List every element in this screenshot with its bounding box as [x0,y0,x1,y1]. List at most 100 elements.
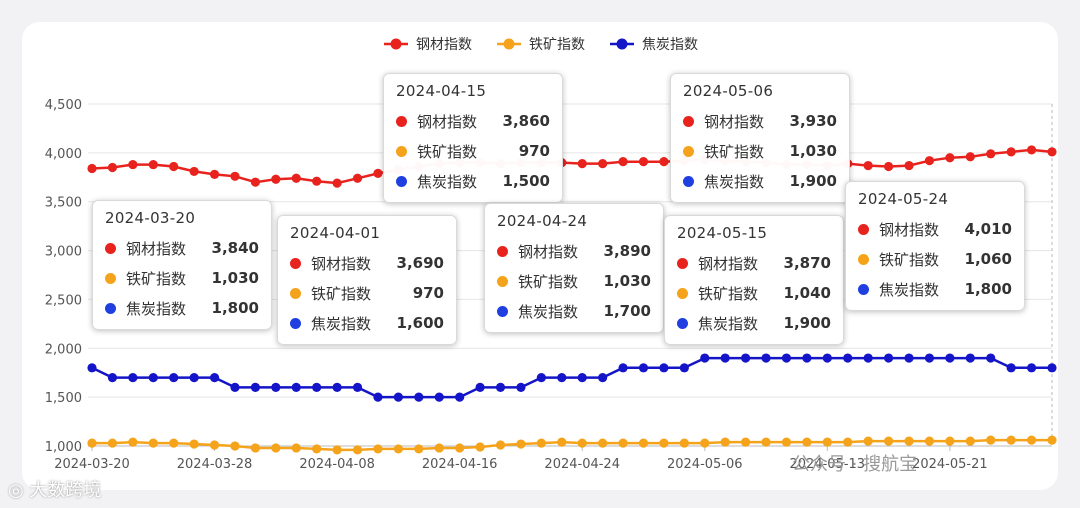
tooltip-dot-icon [290,317,301,329]
x-tick-label: 2024-05-06 [667,457,743,472]
tooltip-dot-icon [677,257,688,269]
data-point [659,363,669,373]
data-point [986,435,996,445]
data-point [781,437,792,447]
tooltip-row: 钢材指数 3,840 [105,233,259,263]
tooltip-series-name: 铁矿指数 [879,250,940,269]
data-point [945,153,955,163]
data-point [107,438,118,448]
tooltip-row: 焦炭指数 1,900 [677,308,831,338]
tooltip-row: 钢材指数 3,860 [396,106,550,136]
tooltip-value: 1,040 [783,284,831,302]
tooltip-dot-icon [858,253,869,265]
footer-watermark: 公众号 · 搜航宝 [792,454,918,475]
y-tick-label: 3,000 [45,245,82,260]
data-point [128,159,138,170]
data-point [291,173,301,183]
data-point [271,174,281,184]
tooltip-dot-icon [290,287,301,299]
data-point [434,443,444,453]
data-point [434,392,444,402]
tooltip-series-name: 钢材指数 [311,254,372,273]
data-point [414,392,424,402]
data-point [822,437,832,447]
data-point [87,163,97,174]
data-point [638,438,649,448]
data-point [230,441,240,451]
y-tick-label: 4,500 [45,98,82,113]
data-point [230,171,240,181]
tooltip-series-name: 铁矿指数 [311,284,372,303]
data-point [883,353,894,363]
data-point [312,382,322,392]
data-point [965,436,975,446]
data-point [393,392,403,402]
y-tick-label: 1,000 [45,440,82,455]
data-point [924,436,935,446]
data-point [904,160,914,171]
tooltip-value: 4,010 [964,220,1012,238]
data-point [1047,435,1057,445]
tooltip-value: 970 [412,284,444,302]
tooltip-row: 铁矿指数 1,060 [858,244,1012,274]
data-point [965,152,975,162]
data-point [332,382,342,392]
tooltip-value: 3,870 [783,254,831,272]
data-point [455,443,465,453]
legend-marker [390,38,402,50]
data-point [1026,363,1037,373]
tooltip-row: 焦炭指数 1,900 [683,166,837,196]
tooltip-row: 铁矿指数 1,040 [677,278,831,308]
data-point [924,353,935,363]
tooltip-dot-icon [677,287,688,299]
data-point [679,363,689,373]
data-point [1006,435,1016,445]
data-point [598,159,608,169]
data-point [700,353,710,363]
tooltip-dot-icon [105,242,116,254]
data-point [209,440,220,450]
tooltip-value: 1,600 [396,314,444,332]
data-point [741,353,751,363]
data-point [373,444,383,454]
tooltip-dot-icon [497,305,508,317]
data-point [169,373,179,383]
tooltip-series-name: 焦炭指数 [311,314,372,333]
data-point [209,373,220,383]
tooltip-row: 铁矿指数 970 [290,278,444,308]
tooltip-series-name: 铁矿指数 [698,284,759,303]
data-point [87,363,97,373]
tooltip-row: 铁矿指数 1,030 [497,266,651,296]
data-point [291,382,301,392]
tooltip-series-name: 钢材指数 [518,242,579,261]
legend-label: 铁矿指数 [529,37,585,53]
data-point [352,382,363,392]
tooltip-box: 2024-05-15 钢材指数 3,870 铁矿指数 1,040 焦炭指数 1,900 [664,215,844,345]
tooltip-dot-icon [683,145,694,157]
tooltip-value: 3,890 [603,242,651,260]
data-point [352,445,363,455]
y-tick-label: 2,500 [45,293,82,308]
data-point [618,438,628,448]
data-point [189,166,199,177]
x-tick-label: 2024-04-24 [544,457,620,472]
tooltip-row: 焦炭指数 1,500 [396,166,550,196]
tooltip-box: 2024-03-20 钢材指数 3,840 铁矿指数 1,030 焦炭指数 1,800 [92,200,272,330]
legend-marker [503,38,515,50]
data-point [414,444,424,454]
tooltip-date: 2024-04-15 [396,82,487,100]
tooltip-series-name: 铁矿指数 [518,272,579,291]
tooltip-row: 钢材指数 3,870 [677,248,831,278]
data-point [1047,363,1057,373]
tooltip-series-name: 钢材指数 [879,220,940,239]
data-point [577,373,587,383]
data-point [761,353,771,363]
data-point [965,353,975,363]
tooltip-dot-icon [858,223,869,235]
tooltip-value: 1,900 [789,172,837,190]
tooltip-date: 2024-04-01 [290,224,381,242]
tooltip-series-name: 焦炭指数 [126,299,187,318]
data-point [230,382,240,392]
tooltip-value: 970 [518,142,550,160]
data-point [781,353,792,363]
